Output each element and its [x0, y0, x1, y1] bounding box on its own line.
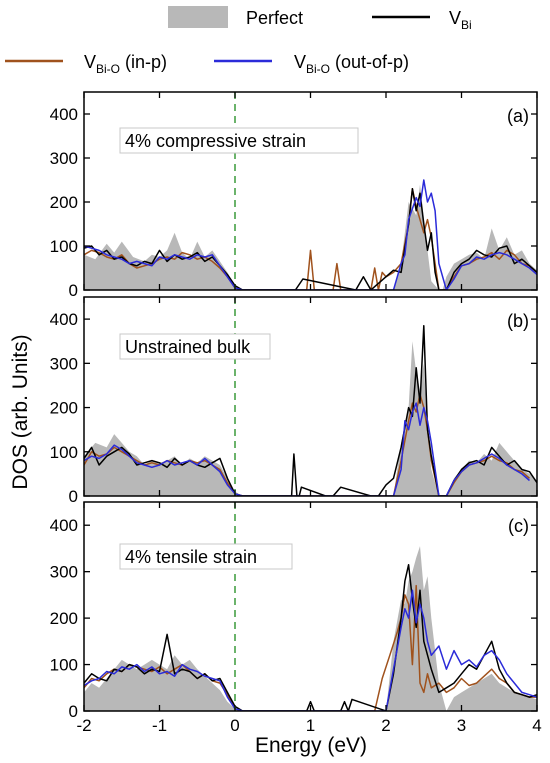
y-tick-label: 400	[50, 105, 78, 124]
series-vbio-in-line	[84, 584, 537, 711]
legend-label-vbio-out: VBi-O (out-of-p)	[294, 52, 409, 76]
y-tick-label: 300	[50, 149, 78, 168]
y-tick-label: 0	[69, 487, 78, 506]
y-tick-label: 400	[50, 516, 78, 535]
legend: Perfect VBi VBi-O (in-p) VBi-O (out-of-p…	[5, 6, 472, 76]
y-tick-label: 200	[50, 609, 78, 628]
x-axis-title: Energy (eV)	[255, 734, 367, 757]
y-tick-label: 100	[50, 656, 78, 675]
series-vbio-out-line	[84, 402, 530, 496]
series-vbi-line	[84, 188, 537, 290]
y-tick-label: 300	[50, 354, 78, 373]
x-tick-label: 3	[457, 716, 466, 735]
plot-area-1	[84, 179, 537, 290]
legend-label-perfect: Perfect	[246, 8, 303, 28]
series-vbio-out-line	[84, 589, 537, 711]
y-tick-label: 0	[69, 702, 78, 721]
legend-label-vbio-in: VBi-O (in-p)	[84, 52, 167, 76]
y-tick-label: 400	[50, 310, 78, 329]
y-tick-label: 300	[50, 563, 78, 582]
series-vbi-line	[84, 563, 537, 711]
y-tick-label: 200	[50, 399, 78, 418]
panel-annotation-box	[119, 543, 293, 570]
series-perfect-area	[84, 184, 537, 290]
legend-entry-perfect: Perfect	[168, 6, 303, 28]
x-tick-label: -2	[76, 716, 91, 735]
panel-2: 0 100 200 300 400 Unstrained bulk (b)	[50, 296, 538, 506]
y-tick-label: 0	[69, 281, 78, 300]
y-axis-title: DOS (arb. Units)	[9, 334, 32, 489]
series-vbio-out-line	[84, 179, 537, 290]
panel-annotation-box	[119, 333, 271, 360]
panel-tag: (b)	[507, 311, 529, 331]
panel-annotation: 4% compressive strain	[125, 131, 306, 151]
x-tick-label: 4	[532, 716, 541, 735]
plot-area-3	[84, 546, 537, 711]
series-perfect-area	[84, 546, 537, 711]
panel-tag: (c)	[508, 516, 529, 536]
y-tick-label: 100	[50, 443, 78, 462]
panel-tag: (a)	[507, 106, 529, 126]
panel-annotation: 4% tensile strain	[125, 547, 257, 567]
x-tick-label: 1	[306, 716, 315, 735]
y-tick-label: 100	[50, 237, 78, 256]
legend-swatch-perfect	[168, 6, 228, 28]
panel-1: 0 100 200 300 400 4% compressive strain (a)	[50, 91, 538, 300]
panel-annotation: Unstrained bulk	[125, 337, 251, 357]
legend-entry-vbio-in: VBi-O (in-p)	[5, 52, 167, 76]
y-tick-label: 200	[50, 193, 78, 212]
panel-3: 0 100 200 300 400 4% tensile strain (c)	[50, 501, 538, 721]
legend-entry-vbi: VBi	[372, 8, 472, 32]
legend-entry-vbio-out: VBi-O (out-of-p)	[214, 52, 409, 76]
plot-area-2	[84, 324, 537, 496]
series-vbi-line	[84, 324, 537, 496]
series-perfect-area	[84, 341, 537, 496]
panel-annotation-box	[119, 127, 359, 154]
x-tick-label: 0	[230, 716, 239, 735]
x-tick-label: -1	[152, 716, 167, 735]
legend-label-vbi: VBi	[449, 8, 472, 32]
x-tick-label: 2	[381, 716, 390, 735]
